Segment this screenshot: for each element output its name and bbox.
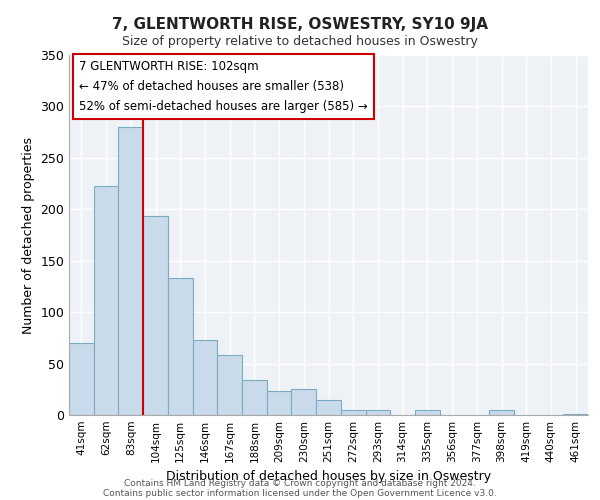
- Bar: [69, 343, 94, 415]
- Bar: [94, 186, 118, 415]
- Y-axis label: Number of detached properties: Number of detached properties: [22, 136, 35, 334]
- Bar: [415, 410, 440, 415]
- Bar: [292, 390, 316, 415]
- X-axis label: Distribution of detached houses by size in Oswestry: Distribution of detached houses by size …: [166, 470, 491, 484]
- Bar: [193, 340, 217, 415]
- Text: Contains public sector information licensed under the Open Government Licence v3: Contains public sector information licen…: [103, 488, 497, 498]
- Bar: [365, 410, 390, 415]
- Bar: [118, 127, 143, 415]
- Bar: [341, 410, 365, 415]
- Bar: [563, 414, 588, 415]
- Bar: [217, 356, 242, 415]
- Bar: [242, 380, 267, 415]
- Text: Contains HM Land Registry data © Crown copyright and database right 2024.: Contains HM Land Registry data © Crown c…: [124, 478, 476, 488]
- Bar: [267, 392, 292, 415]
- Bar: [168, 278, 193, 415]
- Text: Size of property relative to detached houses in Oswestry: Size of property relative to detached ho…: [122, 35, 478, 48]
- Text: 7 GLENTWORTH RISE: 102sqm
← 47% of detached houses are smaller (538)
52% of semi: 7 GLENTWORTH RISE: 102sqm ← 47% of detac…: [79, 60, 368, 114]
- Bar: [489, 410, 514, 415]
- Bar: [143, 216, 168, 415]
- Bar: [316, 400, 341, 415]
- Text: 7, GLENTWORTH RISE, OSWESTRY, SY10 9JA: 7, GLENTWORTH RISE, OSWESTRY, SY10 9JA: [112, 18, 488, 32]
